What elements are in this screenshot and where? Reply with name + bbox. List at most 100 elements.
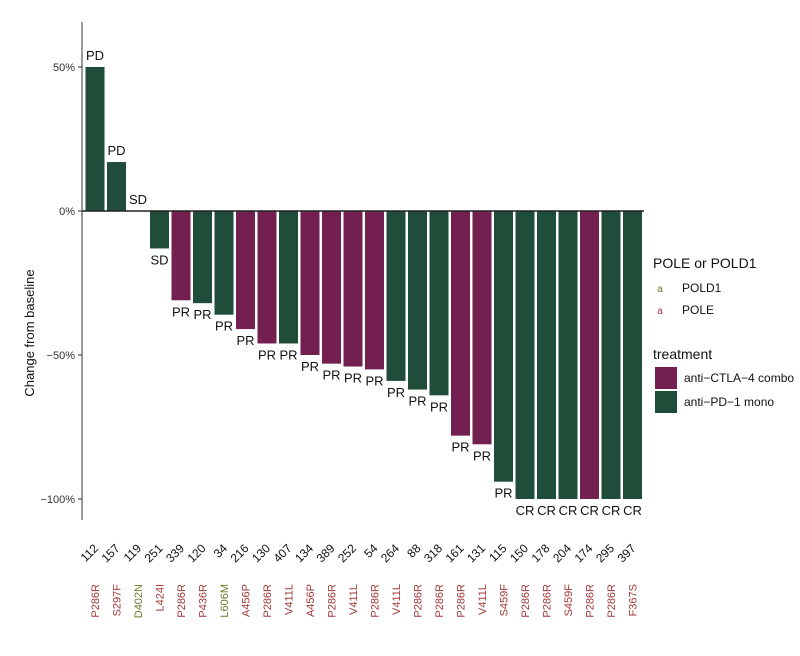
bar: [451, 211, 470, 436]
response-label: PR: [387, 385, 405, 400]
legend-title-treatment: treatment: [653, 346, 712, 362]
mutation-label: P436R: [198, 584, 210, 618]
patient-id-label: 339: [163, 541, 187, 565]
y-tick-label: 0%: [59, 206, 75, 218]
patient-id-label: 318: [421, 541, 445, 565]
bar: [429, 211, 449, 396]
response-label: PR: [430, 399, 448, 414]
response-label: CR: [537, 503, 556, 518]
response-label: PR: [365, 373, 383, 388]
mutation-label: F367S: [628, 584, 640, 616]
patient-id-label: 174: [572, 541, 596, 565]
mutation-label: L424I: [155, 584, 167, 612]
mutation-label: A456P: [241, 584, 253, 617]
bar: [193, 211, 212, 304]
mutation-label: P286R: [413, 584, 425, 618]
bar: [515, 211, 535, 499]
patient-id-label: 150: [507, 541, 531, 565]
bar: [408, 211, 427, 390]
mutation-label: P286R: [262, 584, 274, 618]
response-label: PR: [258, 347, 276, 362]
response-label: CR: [623, 503, 642, 518]
mutation-label: S459F: [563, 584, 575, 617]
patient-id-label: 397: [615, 541, 639, 565]
patient-id-label: 157: [99, 541, 123, 565]
y-axis-label: Change from baseline: [22, 269, 37, 396]
bar: [494, 211, 513, 482]
bar: [171, 211, 191, 301]
response-label: CR: [580, 503, 599, 518]
mutation-label: V411L: [391, 584, 403, 615]
mutation-label: P286R: [606, 584, 618, 618]
legend-item-label: POLE: [682, 303, 714, 317]
mutation-label: P286R: [327, 584, 339, 618]
y-tick-label: 50%: [53, 62, 75, 74]
mutation-labels: P286R S297F D402N L424I P286R P436R L606M A456P…: [90, 584, 640, 619]
bar: [365, 211, 384, 370]
y-tick-label: −100%: [40, 494, 75, 506]
bar: [214, 211, 234, 315]
y-axis: 50% 0% −50% −100%: [40, 22, 83, 520]
patient-id-label: 252: [335, 541, 359, 565]
patient-id-label: 120: [185, 541, 209, 565]
patient-id-label: 178: [529, 541, 553, 565]
patient-id-label: 115: [486, 541, 510, 565]
response-label: SD: [150, 252, 168, 267]
legend-item-label: anti−PD−1 mono: [684, 395, 774, 409]
patient-id-label: 112: [78, 541, 102, 565]
bar: [257, 211, 277, 344]
response-label: PD: [86, 48, 104, 63]
patient-id-label: 161: [443, 541, 467, 565]
bar: [537, 211, 556, 499]
response-label: PR: [408, 394, 426, 409]
response-label: SD: [129, 192, 147, 207]
response-label: PR: [172, 304, 190, 319]
legend-title-gene: POLE or POLD1: [653, 255, 757, 271]
mutation-label: S459F: [499, 584, 511, 617]
mutation-label: V411L: [477, 584, 489, 615]
y-tick-label: −50%: [47, 350, 76, 362]
legend-swatch: [655, 391, 677, 413]
mutation-label: P286R: [520, 584, 532, 618]
legend: POLE or POLD1 a POLD1 a POLE treatment anti−CT…: [653, 255, 794, 413]
response-label: PD: [107, 143, 125, 158]
response-label: PR: [451, 440, 469, 455]
bar: [279, 211, 298, 344]
response-label: PR: [236, 333, 254, 348]
mutation-label: A456P: [305, 584, 317, 617]
bar: [558, 211, 578, 499]
patient-id-label: 204: [550, 541, 574, 565]
legend-item-label: POLD1: [682, 281, 722, 295]
bar: [623, 211, 642, 499]
bar: [343, 211, 363, 367]
legend-glyph: a: [657, 306, 663, 317]
mutation-label: V411L: [348, 584, 360, 615]
bar: [300, 211, 320, 355]
bar: [107, 162, 126, 211]
legend-glyph: a: [657, 284, 663, 295]
mutation-label: P286R: [542, 584, 554, 618]
bar: [601, 211, 621, 499]
response-label: CR: [559, 503, 578, 518]
response-label: CR: [602, 503, 621, 518]
mutation-label: P286R: [434, 584, 446, 618]
response-label: PR: [193, 307, 211, 322]
response-label: PR: [279, 347, 297, 362]
mutation-label: S297F: [112, 584, 124, 617]
patient-id-label: 216: [228, 541, 252, 565]
patient-id-label: 54: [361, 541, 381, 561]
mutation-label: D402N: [133, 584, 145, 618]
response-label: PR: [494, 486, 512, 501]
bar: [236, 211, 255, 330]
mutation-label: P286R: [90, 584, 102, 618]
patient-id-label: 119: [121, 541, 145, 565]
response-label: PR: [473, 448, 491, 463]
patient-id-label: 264: [378, 541, 402, 565]
mutation-label: L606M: [219, 584, 231, 618]
mutation-label: P286R: [176, 584, 188, 618]
bar: [85, 67, 105, 211]
response-label: CR: [516, 503, 535, 518]
mutation-label: P286R: [585, 584, 597, 618]
patient-id-label: 251: [142, 541, 166, 565]
patient-id-label: 407: [271, 541, 295, 565]
